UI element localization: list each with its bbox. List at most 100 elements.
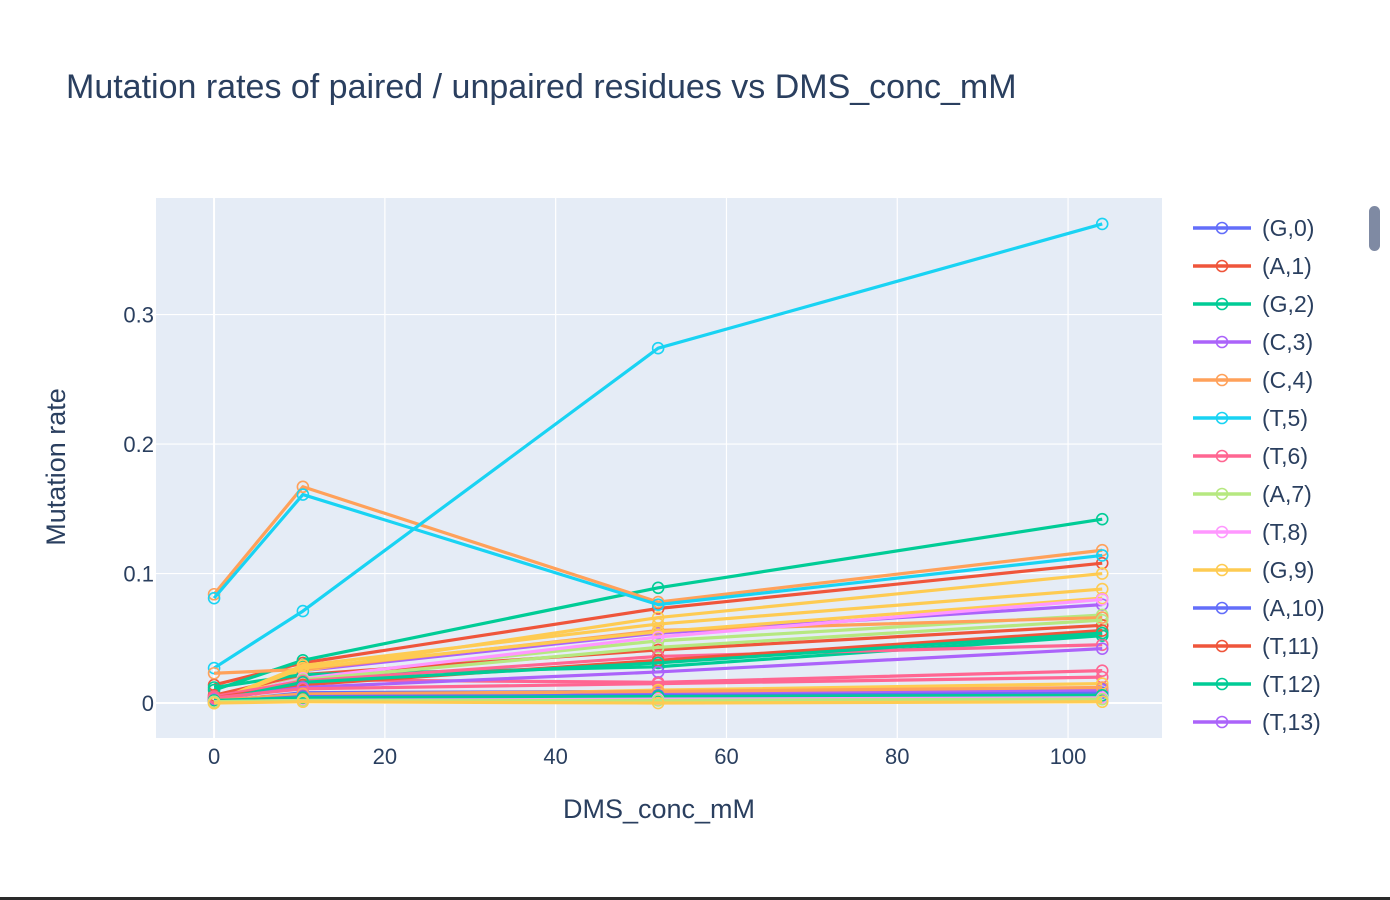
chart-title: Mutation rates of paired / unpaired resi… <box>66 68 1017 106</box>
legend-label: (T,8) <box>1262 519 1308 545</box>
data-point[interactable] <box>296 604 310 618</box>
legend-scrollbar[interactable] <box>1369 206 1380 251</box>
legend-item[interactable]: (T,6) <box>1193 443 1308 469</box>
legend-item[interactable]: (T,8) <box>1193 519 1308 545</box>
legend-label: (C,4) <box>1262 367 1313 393</box>
data-point[interactable] <box>296 480 310 494</box>
legend-swatch-marker <box>1215 601 1229 615</box>
series-line <box>213 596 1103 704</box>
series-line <box>213 517 1103 692</box>
data-point[interactable] <box>296 695 310 709</box>
data-point[interactable] <box>1095 512 1109 526</box>
legend-item[interactable]: (A,7) <box>1193 481 1312 507</box>
legend-item[interactable]: (G,2) <box>1193 291 1314 317</box>
x-tick-label: 20 <box>373 744 397 769</box>
legend-swatch-marker <box>1215 715 1229 729</box>
series-14 <box>207 217 1109 675</box>
legend-item[interactable]: (A,1) <box>1193 253 1312 279</box>
series-line <box>212 492 1103 607</box>
legend-label: (G,0) <box>1262 215 1314 241</box>
data-point[interactable] <box>207 591 221 605</box>
data-point[interactable] <box>207 587 221 601</box>
series-lines <box>207 217 1109 710</box>
data-point[interactable] <box>651 641 665 654</box>
data-point[interactable] <box>1095 567 1109 580</box>
legend-item[interactable]: (T,12) <box>1193 671 1321 697</box>
legend-item[interactable]: (G,0) <box>1193 215 1314 241</box>
legend-item[interactable]: (G,9) <box>1193 557 1314 583</box>
legend-label: (A,7) <box>1262 481 1312 507</box>
legend-label: (G,9) <box>1262 557 1314 583</box>
legend-label: (A,1) <box>1262 253 1312 279</box>
data-point[interactable] <box>1095 217 1109 231</box>
data-point[interactable] <box>651 617 665 631</box>
legend-swatch-marker <box>1215 335 1229 349</box>
y-tick-label: 0.3 <box>123 303 154 328</box>
x-axis-title: DMS_conc_mM <box>563 794 755 824</box>
data-point[interactable] <box>1095 664 1109 677</box>
data-point[interactable] <box>1095 642 1109 655</box>
data-point[interactable] <box>651 581 665 595</box>
x-tick-label: 40 <box>543 744 567 769</box>
series-line <box>213 631 1103 703</box>
legend-label: (T,11) <box>1262 633 1319 659</box>
series-line <box>213 643 1103 699</box>
series-line <box>212 485 1103 604</box>
data-point[interactable] <box>651 598 665 611</box>
legend-item[interactable]: (T,5) <box>1193 405 1308 431</box>
legend-swatch-marker <box>1215 411 1229 425</box>
series-line <box>213 685 1103 703</box>
data-point[interactable] <box>207 696 221 710</box>
data-point[interactable] <box>1095 549 1109 562</box>
bottom-divider <box>0 897 1390 900</box>
data-point[interactable] <box>207 666 221 680</box>
legend-item[interactable]: (T,11) <box>1193 633 1319 659</box>
x-tick-label: 60 <box>714 744 738 769</box>
legend: (G,0) (A,1) (G,2) (C,3) (C,4) (T,5) (T,6) (A,7)… <box>1193 215 1325 735</box>
legend-swatch-marker <box>1215 563 1229 577</box>
legend-label: (T,6) <box>1262 443 1308 469</box>
legend-swatch-marker <box>1215 449 1229 463</box>
data-point[interactable] <box>651 656 665 670</box>
y-tick-label: 0.2 <box>123 432 154 457</box>
legend-item[interactable]: (C,3) <box>1193 329 1313 355</box>
series-line <box>214 693 1103 703</box>
legend-swatch-marker <box>1215 487 1229 501</box>
data-point[interactable] <box>1095 626 1109 640</box>
x-tick-label: 100 <box>1050 744 1087 769</box>
series-line <box>213 222 1103 670</box>
data-point[interactable] <box>651 341 665 355</box>
legend-item[interactable]: (A,10) <box>1193 595 1325 621</box>
y-tick-label: 0 <box>142 691 154 716</box>
x-tick-label: 80 <box>885 744 909 769</box>
legend-swatch-marker <box>1215 259 1229 273</box>
legend-label: (C,3) <box>1262 329 1313 355</box>
legend-label: (T,13) <box>1262 709 1321 735</box>
legend-label: (T,12) <box>1262 671 1321 697</box>
legend-swatch-marker <box>1215 525 1229 539</box>
y-tick-label: 0.1 <box>123 562 154 587</box>
legend-label: (A,10) <box>1262 595 1325 621</box>
legend-swatch-marker <box>1215 373 1229 387</box>
x-axis-ticks: 0 20 40 60 80 100 <box>208 744 1086 769</box>
legend-label: (T,5) <box>1262 405 1308 431</box>
data-point[interactable] <box>651 696 665 710</box>
y-axis-ticks: 0 0.1 0.2 0.3 <box>123 303 154 716</box>
series-31 <box>207 695 1109 710</box>
legend-swatch-marker <box>1215 639 1229 653</box>
legend-swatch-marker <box>1215 677 1229 691</box>
legend-swatch-marker <box>1215 297 1229 311</box>
y-axis-title: Mutation rate <box>41 388 71 546</box>
legend-item[interactable]: (C,4) <box>1193 367 1313 393</box>
series-5 <box>207 488 1109 611</box>
x-tick-label: 0 <box>208 744 220 769</box>
legend-item[interactable]: (T,13) <box>1193 709 1321 735</box>
data-point[interactable] <box>1095 695 1109 709</box>
series-line <box>213 675 1103 700</box>
data-point[interactable] <box>207 661 221 675</box>
data-point[interactable] <box>296 488 310 501</box>
legend-swatch-marker <box>1215 221 1229 235</box>
legend-label: (G,2) <box>1262 291 1314 317</box>
data-point[interactable] <box>1095 593 1109 606</box>
